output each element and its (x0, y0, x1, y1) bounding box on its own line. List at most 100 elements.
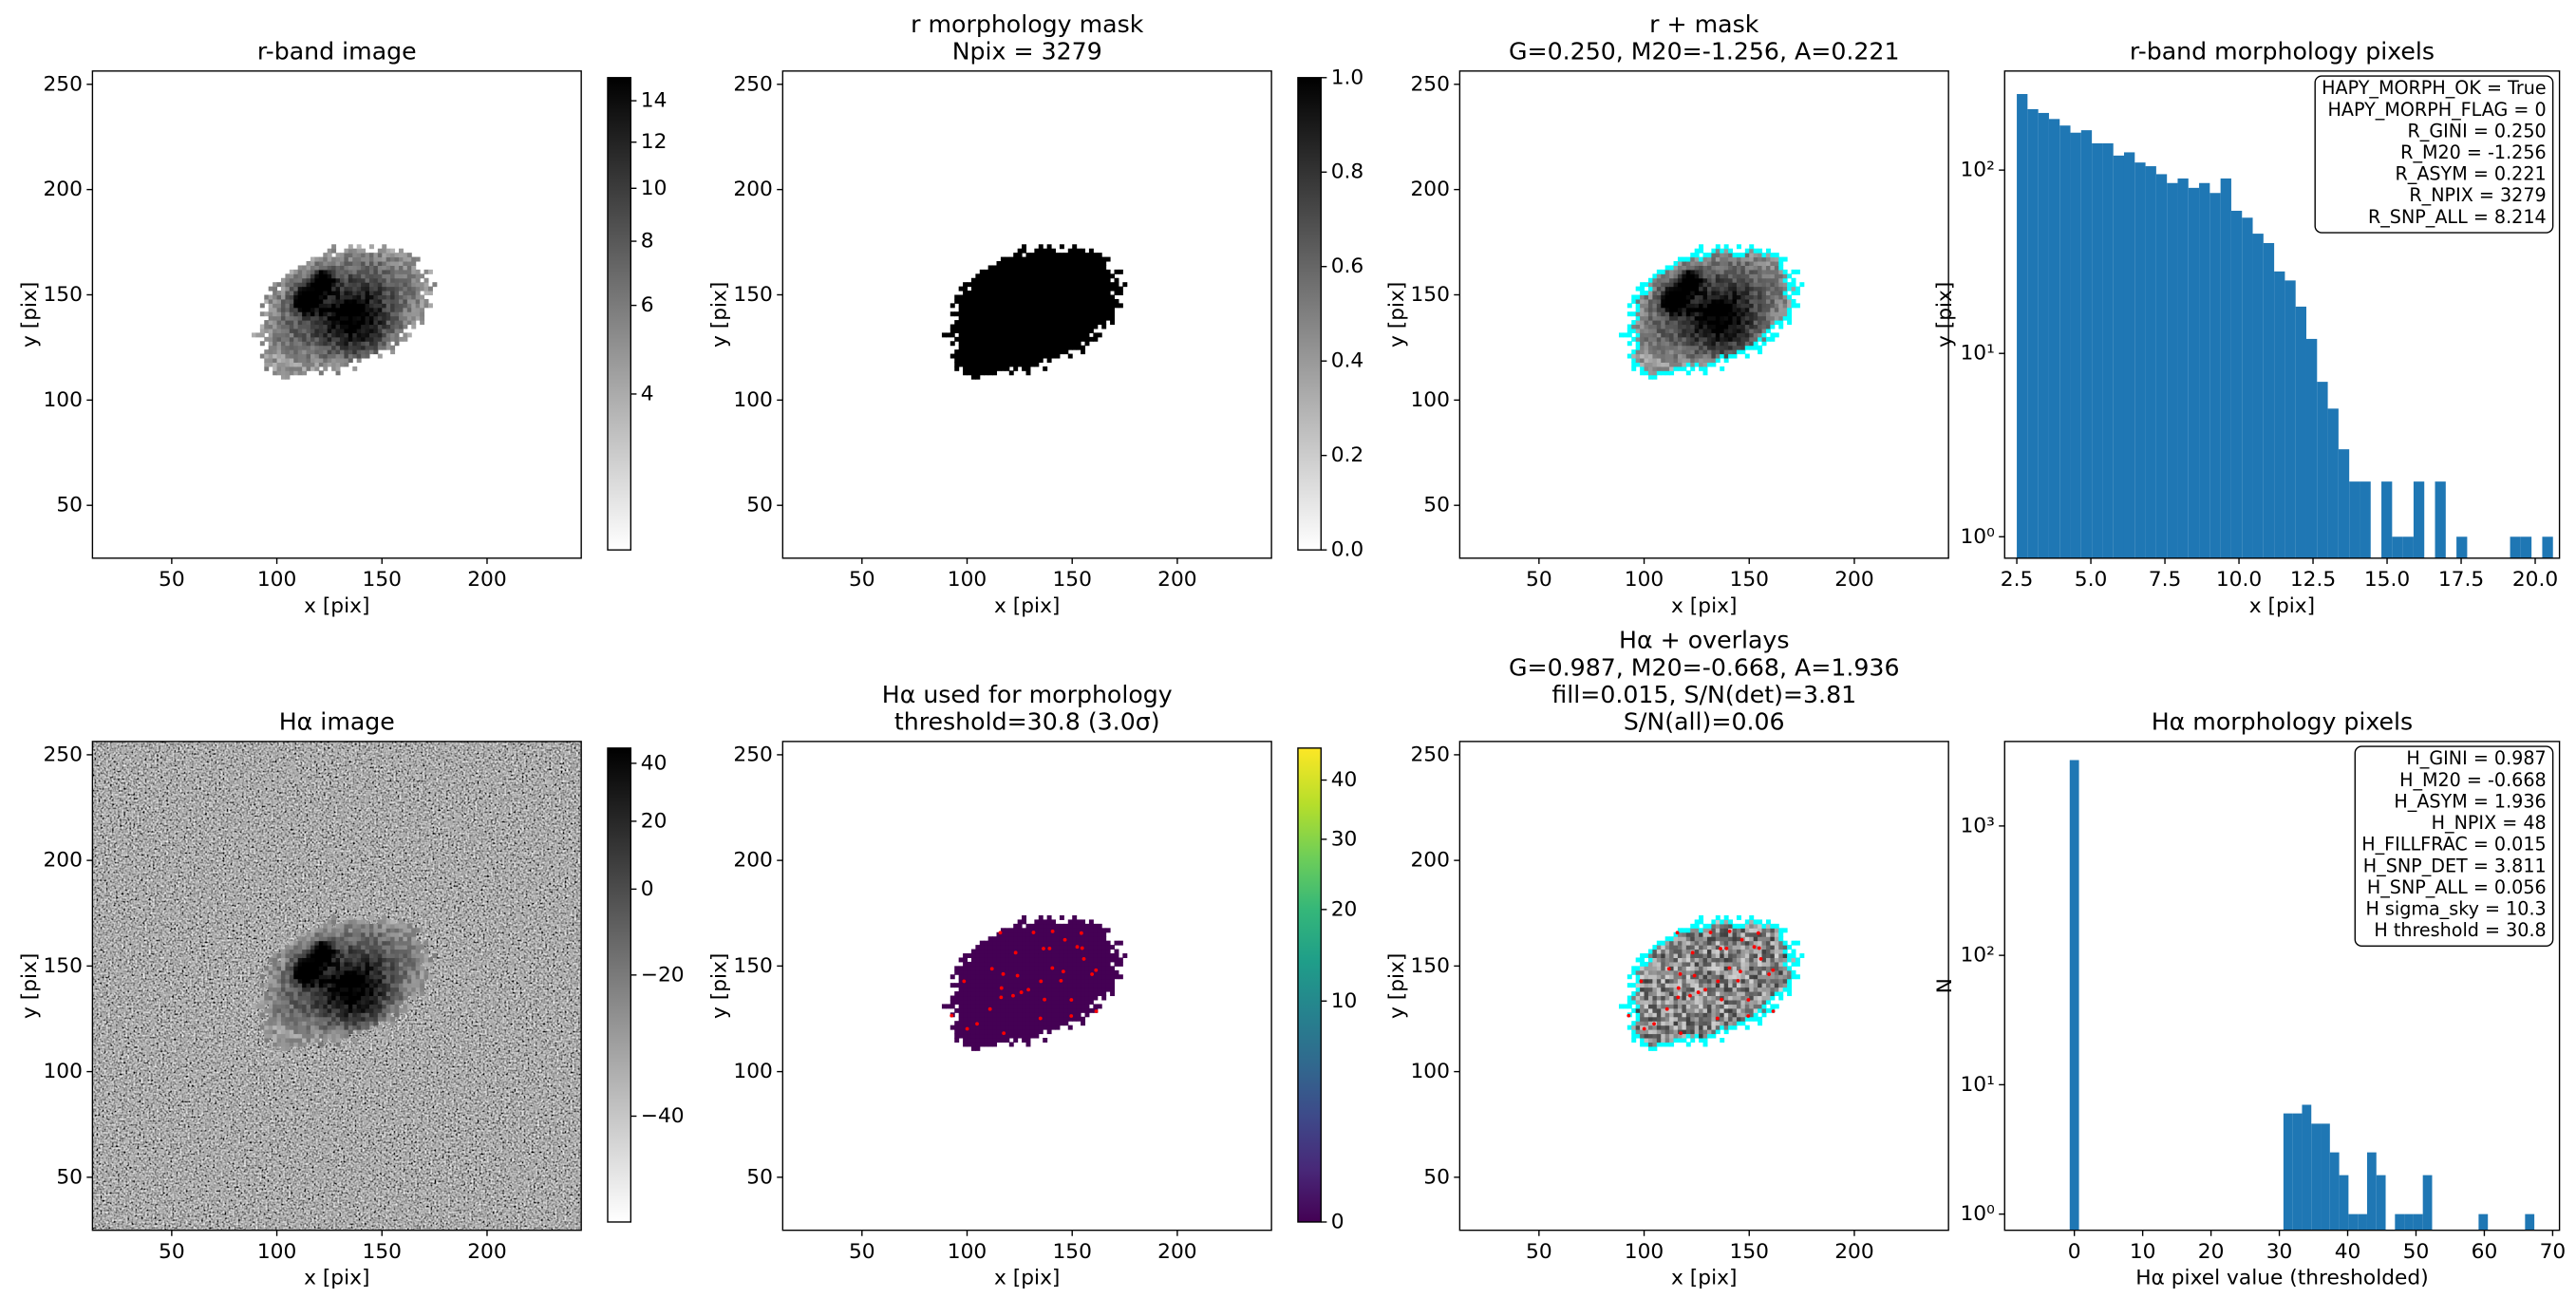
image-pixel (352, 328, 358, 333)
image-pixel (1711, 324, 1717, 329)
image-pixel (1005, 1021, 1010, 1026)
image-pixel (373, 341, 379, 347)
image-pixel (1728, 341, 1734, 347)
y-tick-label: 250 (1410, 72, 1449, 96)
image-pixel (1640, 320, 1645, 326)
image-pixel (1051, 987, 1057, 992)
image-pixel (1720, 320, 1725, 326)
image-pixel (1736, 273, 1741, 279)
image-pixel (1046, 1029, 1052, 1035)
image-pixel (1025, 1004, 1031, 1009)
image-pixel (1034, 974, 1040, 980)
image-pixel (1088, 983, 1094, 988)
image-pixel (1644, 991, 1649, 997)
image-pixel (1631, 1029, 1637, 1035)
image-pixel (1046, 332, 1052, 338)
image-pixel (377, 341, 383, 347)
image-pixel (967, 307, 972, 312)
image-pixel (1067, 256, 1073, 262)
image-pixel (276, 345, 282, 350)
image-pixel (394, 269, 400, 274)
image-pixel (377, 940, 383, 946)
image-pixel (1000, 277, 1006, 283)
image-pixel (365, 987, 370, 992)
image-pixel (310, 315, 315, 321)
image-pixel (1110, 953, 1116, 958)
bar (2199, 182, 2210, 558)
image-pixel (954, 966, 960, 971)
image-pixel (975, 362, 981, 367)
image-pixel (1043, 303, 1048, 309)
image-pixel (1640, 983, 1645, 988)
image-pixel (285, 1004, 291, 1009)
image-pixel (1644, 291, 1649, 296)
image-pixel (963, 320, 968, 326)
image-pixel (1076, 286, 1081, 292)
image-pixel (1055, 949, 1061, 954)
x-tick-label: 150 (1730, 568, 1769, 592)
image-pixel (335, 1042, 341, 1047)
image-pixel (967, 1025, 972, 1030)
image-pixel (1017, 256, 1023, 262)
image-pixel (1728, 277, 1734, 283)
image-pixel (415, 961, 421, 967)
image-pixel (987, 315, 993, 321)
image-pixel (967, 341, 972, 347)
image-pixel (1761, 294, 1767, 300)
image-pixel (377, 991, 383, 997)
image-pixel (390, 248, 396, 254)
image-pixel (280, 978, 286, 984)
image-pixel (390, 936, 396, 942)
image-pixel (1736, 324, 1741, 329)
image-pixel (1664, 320, 1670, 326)
image-pixel (293, 953, 299, 958)
image-pixel (398, 995, 404, 1001)
image-pixel (368, 995, 374, 1001)
image-pixel (1644, 336, 1649, 342)
image-pixel (352, 983, 358, 988)
image-pixel (306, 991, 311, 997)
image-pixel (385, 953, 391, 958)
image-pixel (1656, 311, 1662, 317)
image-pixel (1043, 928, 1048, 933)
image-pixel (297, 298, 303, 304)
image-pixel (1644, 995, 1649, 1001)
image-pixel (1055, 328, 1061, 333)
image-pixel (1000, 1007, 1006, 1013)
image-pixel (1005, 995, 1010, 1001)
image-pixel (280, 320, 286, 326)
image-pixel (348, 332, 353, 338)
image-pixel (1034, 311, 1040, 317)
image-pixel (992, 966, 998, 971)
image-pixel (1744, 253, 1750, 258)
image-pixel (1051, 298, 1057, 304)
image-pixel (318, 931, 324, 937)
image-pixel (302, 1025, 308, 1030)
image-pixel (335, 358, 341, 363)
image-pixel (1647, 328, 1653, 333)
image-pixel (1661, 345, 1666, 350)
image-pixel (1025, 261, 1031, 266)
image-pixel (276, 336, 282, 342)
image-pixel (1669, 370, 1675, 376)
x-axis-label: x [pix] (994, 1267, 1060, 1290)
image-pixel (1728, 253, 1734, 258)
image-pixel (352, 253, 358, 258)
image-pixel (1749, 253, 1755, 258)
image-pixel (1059, 995, 1064, 1001)
image-pixel (1656, 332, 1662, 338)
image-pixel (1076, 1007, 1081, 1013)
image-pixel (327, 1016, 332, 1022)
image-pixel (273, 978, 278, 984)
image-pixel (1000, 273, 1006, 279)
image-pixel (411, 294, 417, 300)
image-pixel (1093, 253, 1099, 258)
image-pixel (1702, 269, 1708, 274)
image-pixel (1728, 286, 1734, 292)
image-pixel (259, 353, 265, 359)
image-pixel (1702, 341, 1708, 347)
image-pixel (1640, 995, 1645, 1001)
image-pixel (390, 349, 396, 355)
image-pixel (958, 969, 964, 975)
colorbar-tick-label: −40 (641, 1104, 685, 1128)
